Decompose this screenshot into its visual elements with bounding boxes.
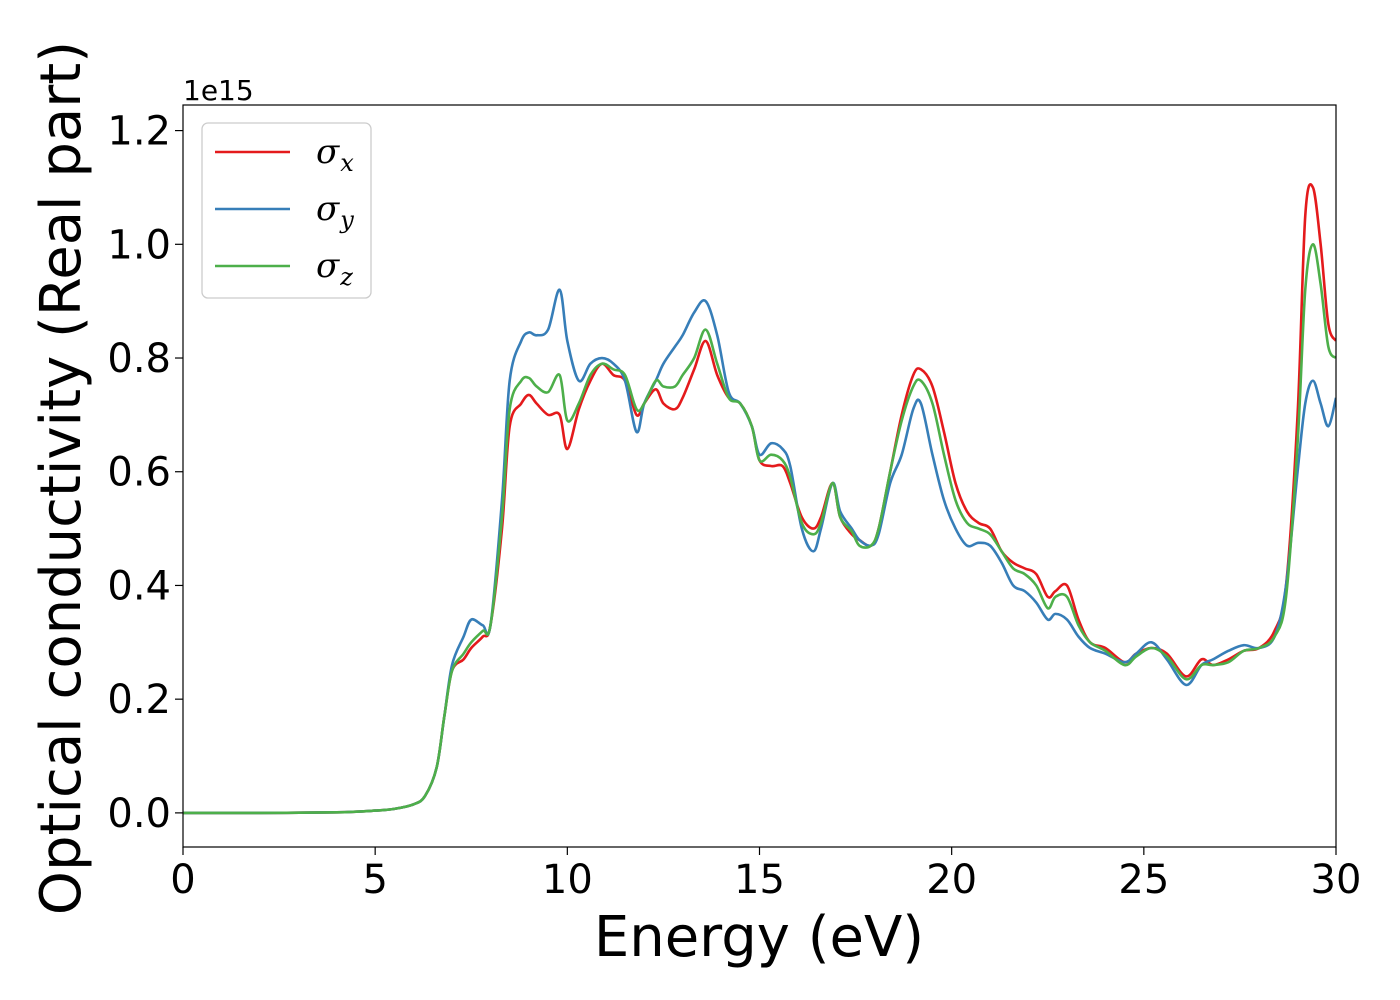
- y-offset-label: 1e15: [183, 74, 254, 107]
- x-axis-title: Energy (eV): [594, 905, 924, 970]
- x-tick-label: 20: [926, 857, 977, 903]
- x-axis: 0 5 10 15 20 25 30: [170, 847, 1361, 903]
- series-line-z: [183, 242, 1336, 815]
- y-tick-label: 0.4: [107, 563, 171, 609]
- y-tick-label: 1.0: [107, 222, 171, 268]
- y-tick-label: 0.6: [107, 450, 171, 496]
- x-tick-label: 15: [734, 857, 785, 903]
- y-tick-label: 0.2: [107, 677, 171, 723]
- x-tick-label: 10: [542, 857, 593, 903]
- y-axis: 0.0 0.2 0.4 0.6 0.8 1.0 1.2: [107, 109, 183, 837]
- x-tick-label: 5: [362, 857, 387, 903]
- x-tick-label: 30: [1311, 857, 1362, 903]
- plot-area: [183, 105, 1336, 847]
- y-tick-label: 0.0: [107, 791, 171, 837]
- x-tick-label: 0: [170, 857, 195, 903]
- series-layer: [183, 183, 1336, 815]
- y-axis-title: Optical conductivity (Real part): [29, 41, 94, 915]
- legend-frame: [201, 122, 372, 299]
- y-tick-label: 0.8: [107, 336, 171, 382]
- y-tick-label: 1.2: [107, 109, 171, 155]
- x-tick-label: 25: [1118, 857, 1169, 903]
